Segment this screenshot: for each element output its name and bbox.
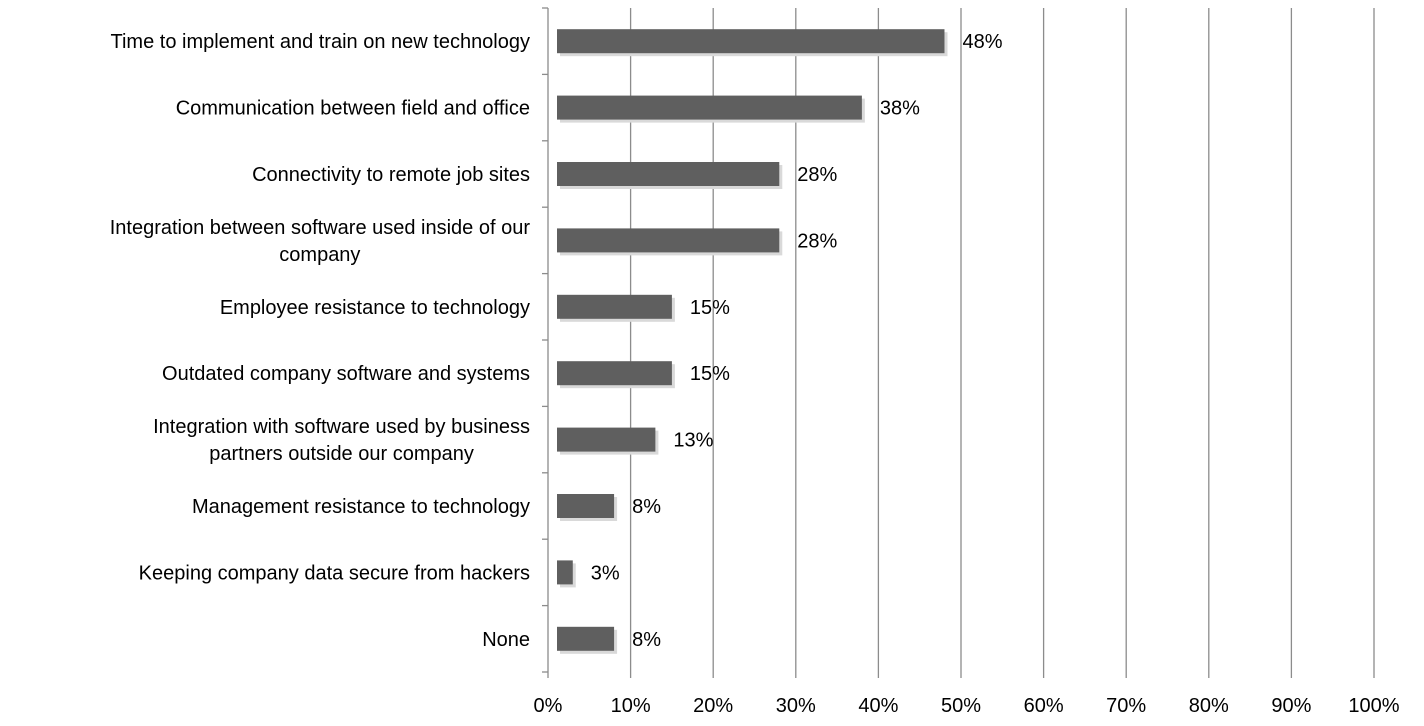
category-label: Management resistance to technology bbox=[192, 496, 530, 518]
category-label: Integration with software used by busine… bbox=[153, 416, 530, 465]
category-label: None bbox=[482, 629, 530, 651]
bar bbox=[557, 427, 656, 452]
bar bbox=[557, 29, 945, 54]
label-layer: 48% Time to implement and train on new te… bbox=[110, 31, 1003, 651]
category-label: Time to implement and train on new techn… bbox=[111, 31, 530, 53]
category-label: Outdated company software and systems bbox=[162, 363, 530, 385]
category-label: Connectivity to remote job sites bbox=[252, 164, 530, 186]
x-tick-label: 40% bbox=[858, 695, 898, 717]
bar bbox=[557, 560, 573, 585]
x-tick-label: 100% bbox=[1348, 695, 1399, 717]
value-label: 8% bbox=[632, 496, 661, 518]
bar bbox=[557, 228, 780, 253]
category-label: Communication between field and office bbox=[176, 98, 530, 120]
value-label: 3% bbox=[591, 562, 620, 584]
bar bbox=[557, 494, 615, 518]
x-tick-label: 0% bbox=[534, 695, 563, 717]
value-label: 28% bbox=[797, 230, 837, 252]
x-tick-label: 70% bbox=[1106, 695, 1146, 717]
x-tick-label: 50% bbox=[941, 695, 981, 717]
x-tick-label: 30% bbox=[776, 695, 816, 717]
bar bbox=[557, 294, 672, 319]
x-tick-label: 90% bbox=[1271, 695, 1311, 717]
axis-layer: 0% 10% 20% 30% 40% 50% 60% 70% 80% 90% 100% bbox=[534, 7, 1400, 717]
x-tick-label: 60% bbox=[1024, 695, 1064, 717]
bar bbox=[557, 162, 780, 186]
value-label: 13% bbox=[673, 430, 713, 452]
value-label: 38% bbox=[880, 98, 920, 120]
x-tick-label: 80% bbox=[1189, 695, 1229, 717]
bar bbox=[557, 626, 615, 651]
category-label: Employee resistance to technology bbox=[220, 297, 530, 319]
category-label: Integration between software used inside… bbox=[110, 217, 531, 266]
bar bbox=[557, 361, 672, 386]
value-label: 48% bbox=[962, 31, 1002, 53]
value-label: 15% bbox=[690, 297, 730, 319]
bar-layer bbox=[557, 29, 948, 654]
value-label: 28% bbox=[797, 164, 837, 186]
value-label: 15% bbox=[690, 363, 730, 385]
value-label: 8% bbox=[632, 629, 661, 651]
x-tick-label: 10% bbox=[611, 695, 651, 717]
x-tick-label: 20% bbox=[693, 695, 733, 717]
category-label: Keeping company data secure from hackers bbox=[139, 562, 530, 584]
bar bbox=[557, 95, 862, 120]
